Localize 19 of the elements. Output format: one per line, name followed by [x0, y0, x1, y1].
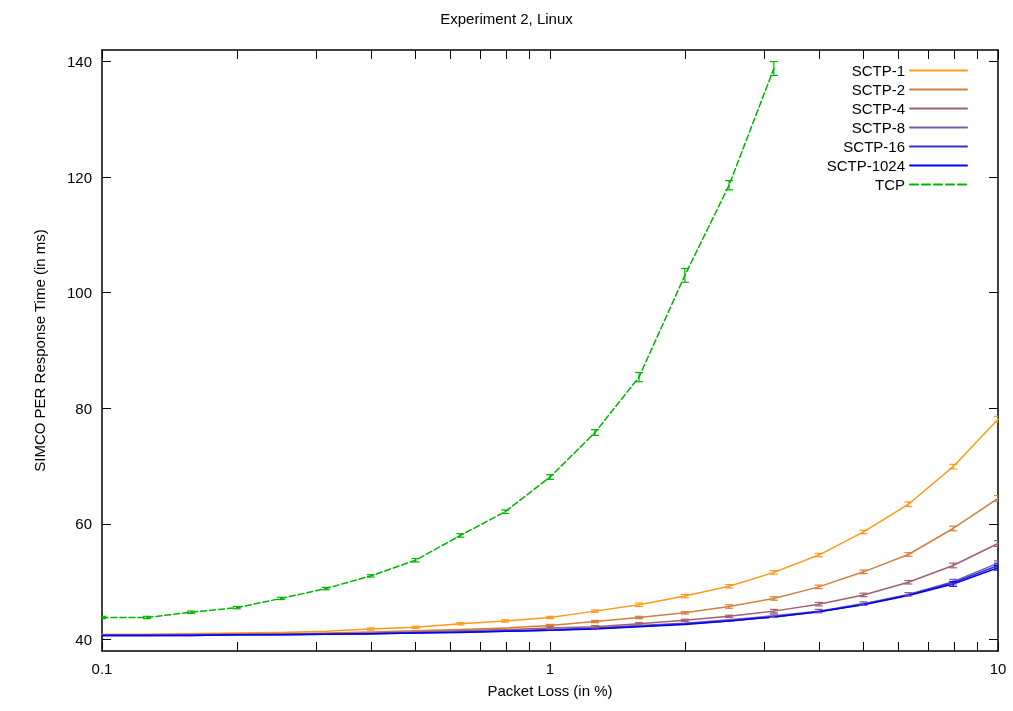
x-tick-label: 10: [989, 660, 1007, 677]
y-tick-label: 140: [66, 53, 92, 71]
legend-label: TCP: [875, 176, 905, 193]
legend-label: SCTP-8: [851, 119, 905, 136]
legend-label: SCTP-2: [851, 81, 905, 98]
y-tick-label: 40: [75, 630, 92, 648]
legend-label: SCTP-4: [851, 100, 905, 117]
y-tick-label: 60: [75, 515, 92, 533]
chart-title: Experiment 2, Linux: [440, 10, 574, 27]
y-tick-label: 80: [75, 399, 92, 417]
y-axis-title: SIMCO PER Response Time (in ms): [31, 229, 48, 472]
x-tick-label: 0.1: [91, 660, 113, 677]
legend-label: SCTP-1024: [826, 157, 905, 174]
y-tick-label: 120: [66, 168, 92, 186]
legend-label: SCTP-1: [851, 62, 905, 79]
legend-label: SCTP-16: [843, 138, 905, 155]
x-tick-label: 1: [545, 660, 555, 677]
y-tick-label: 100: [66, 284, 92, 302]
x-axis-title: Packet Loss (in %): [487, 682, 613, 699]
